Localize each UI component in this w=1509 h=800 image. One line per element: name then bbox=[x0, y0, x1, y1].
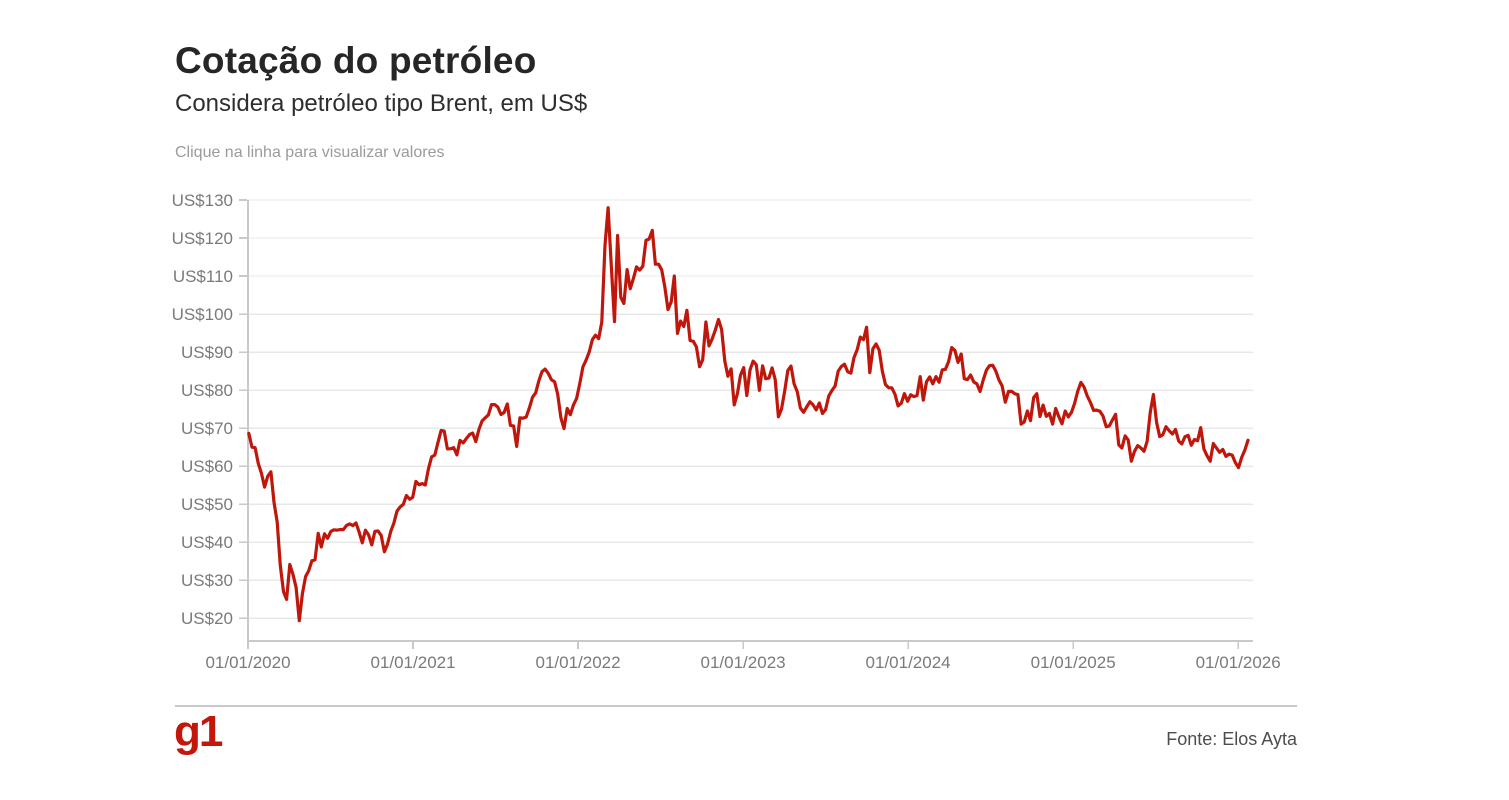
x-axis-label: 01/01/2023 bbox=[701, 653, 786, 672]
x-axis-label: 01/01/2021 bbox=[370, 653, 455, 672]
y-axis-label: US$30 bbox=[181, 571, 233, 590]
y-axis-label: US$50 bbox=[181, 495, 233, 514]
x-axis-label: 01/01/2020 bbox=[205, 653, 290, 672]
y-axis-label: US$100 bbox=[172, 305, 233, 324]
interaction-hint: Clique na linha para visualizar valores bbox=[175, 144, 445, 161]
y-axis-label: US$20 bbox=[181, 609, 233, 628]
chart-subtitle: Considera petróleo tipo Brent, em US$ bbox=[175, 90, 588, 117]
x-axis-label: 01/01/2026 bbox=[1196, 653, 1281, 672]
y-axis-label: US$80 bbox=[181, 381, 233, 400]
chart-title: Cotação do petróleo bbox=[175, 40, 537, 81]
x-axis-label: 01/01/2022 bbox=[536, 653, 621, 672]
price-line[interactable] bbox=[247, 206, 1250, 623]
y-axis-label: US$130 bbox=[172, 191, 233, 210]
y-axis-label: US$40 bbox=[181, 533, 233, 552]
y-axis-label: US$90 bbox=[181, 343, 233, 362]
y-axis-label: US$120 bbox=[172, 229, 233, 248]
y-axis-label: US$70 bbox=[181, 419, 233, 438]
y-axis-label: US$60 bbox=[181, 457, 233, 476]
source-credit: Fonte: Elos Ayta bbox=[1166, 729, 1297, 749]
x-axis-label: 01/01/2025 bbox=[1031, 653, 1116, 672]
y-axis-label: US$110 bbox=[173, 267, 233, 286]
x-axis-label: 01/01/2024 bbox=[866, 653, 951, 672]
g1-logo[interactable]: g1 bbox=[174, 707, 223, 756]
footer-divider bbox=[175, 705, 1297, 707]
